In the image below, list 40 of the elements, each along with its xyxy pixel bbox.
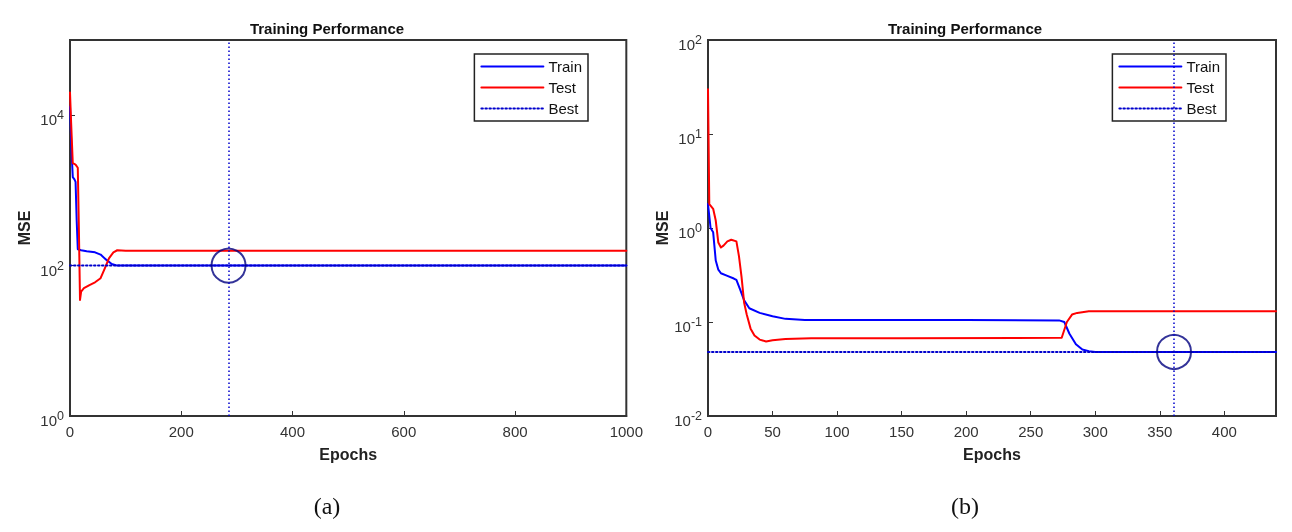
- y-tick-label: 10$^{4}$: [40, 107, 64, 131]
- legend-label: Best: [1186, 100, 1218, 117]
- x-tick-label: 150: [889, 423, 915, 440]
- x-axis-title: Epochs: [963, 445, 1021, 463]
- x-tick-label: 200: [953, 423, 979, 440]
- chart-title: Training Performance: [887, 20, 1043, 37]
- legend-label: Train: [1186, 58, 1221, 75]
- y-axis-title: MSE: [15, 210, 33, 246]
- y-axis-title: MSE: [653, 210, 671, 246]
- legend-label: Test: [1186, 79, 1215, 96]
- x-tick-label: 800: [502, 423, 528, 440]
- legend-label: Best: [548, 100, 580, 117]
- text: (b): [951, 493, 979, 519]
- line-series: [69, 105, 628, 267]
- x-tick-label: 350: [1147, 423, 1173, 440]
- x-tick-label: 50: [764, 423, 781, 440]
- x-tick-label: 400: [1211, 423, 1237, 440]
- x-tick-label: 400: [280, 423, 306, 440]
- y-tick-label: 10$^{1}$: [678, 126, 702, 149]
- legend-label: Test: [548, 79, 577, 96]
- x-tick-label: 0: [65, 423, 75, 440]
- y-tick-label: 10$^{0}$: [678, 220, 702, 243]
- x-tick-label: 0: [703, 423, 713, 440]
- line-series: [69, 91, 628, 301]
- y-tick-label: 10$^{-1}$: [674, 314, 702, 337]
- y-tick-label: 10$^{0}$: [40, 408, 64, 431]
- x-axis-title: Epochs: [319, 445, 378, 463]
- y-tick-label: 10$^{2}$: [678, 32, 702, 55]
- chart-title: Training Performance: [249, 20, 405, 37]
- x-tick-label: 200: [168, 423, 194, 440]
- y-tick-label: 10$^{2}$: [40, 257, 64, 281]
- legend-label: Train: [548, 58, 583, 75]
- x-tick-label: 250: [1018, 423, 1044, 440]
- x-tick-label: 1000: [609, 423, 643, 440]
- line-series: [707, 203, 1277, 353]
- text: (a): [313, 493, 341, 519]
- y-tick-label: 10$^{-2}$: [674, 408, 702, 431]
- x-tick-label: 300: [1082, 423, 1108, 440]
- x-tick-label: 600: [391, 423, 417, 440]
- x-tick-label: 100: [824, 423, 850, 440]
